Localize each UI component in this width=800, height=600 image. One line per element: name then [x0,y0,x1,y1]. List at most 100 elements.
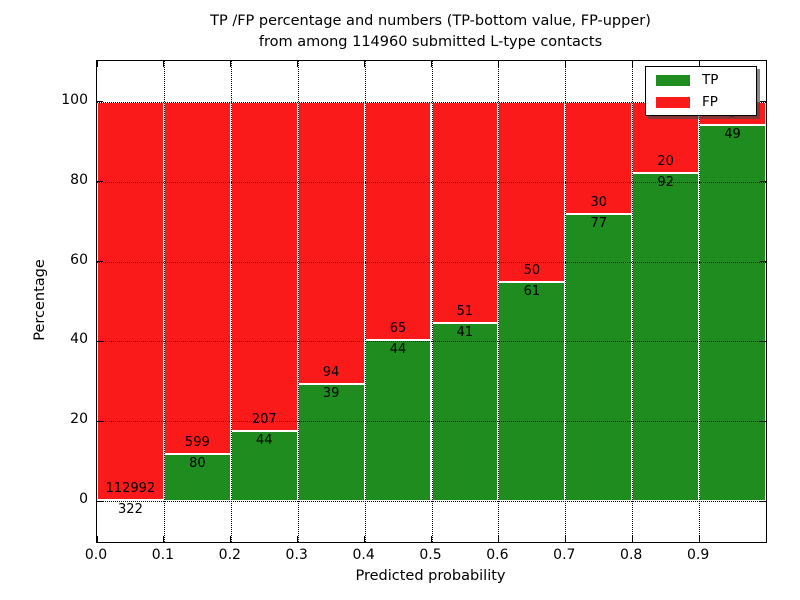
x-tick-label: 0.8 [620,547,643,563]
x-tick-mark-top [230,61,232,67]
x-tick-label: 0.7 [553,547,576,563]
bar-segment-fp [498,101,566,282]
x-tick-mark [497,536,499,542]
x-axis-label: Predicted probability [355,568,506,584]
y-tick-mark [97,101,103,103]
x-tick-mark [698,536,700,542]
y-tick-label: 0 [79,491,88,508]
bar-segment-fp [230,101,298,432]
x-tick-label: 0.1 [151,547,175,563]
x-tick-label: 0.6 [486,547,509,563]
bar-segment-tp [632,173,700,502]
bar-segment-tp [364,339,432,502]
fp-count-label: 51 [456,304,474,320]
x-tick-label: 0.0 [84,547,108,563]
x-tick-label: 0.2 [218,547,241,563]
y-axis-label: Percentage [32,259,48,341]
gridline-vertical [163,61,165,542]
x-tick-mark-top [297,61,299,67]
y-tick-mark-right [760,261,766,263]
chart-title-line1: TP /FP percentage and numbers (TP-bottom… [210,13,651,29]
legend-label-tp: TP [702,72,719,88]
gridline-vertical [565,61,567,542]
gridline-vertical [230,61,232,542]
bar-segment-fp [163,101,231,455]
x-tick-label: 0.5 [419,547,442,563]
bar-segment-tp [565,213,633,502]
fp-color-swatch-icon [656,96,690,108]
gridline-vertical [632,61,634,542]
y-tick-mark-right [760,340,766,342]
fp-count-label: 599 [184,435,210,451]
bar-segment-fp [297,101,365,385]
bar-segment-fp [97,101,164,500]
fp-count-label: 20 [657,154,674,170]
x-tick-mark [230,536,232,542]
y-tick-label: 40 [70,331,88,348]
fp-count-label: 94 [322,365,340,381]
y-tick-label: 100 [61,91,88,108]
bar-segment-tp [163,454,231,502]
x-tick-mark [96,536,98,542]
tp-count-label: 61 [523,283,541,299]
tp-color-swatch-icon [656,74,690,86]
x-tick-mark-top [631,61,633,67]
fp-count-label: 65 [389,320,407,336]
fp-count-label: 112992 [105,480,156,496]
x-tick-mark-top [163,61,165,67]
y-tick-mark-right [760,500,766,502]
y-tick-label: 80 [70,171,88,188]
tp-count-label: 92 [657,175,674,191]
tp-count-label: 322 [118,501,143,517]
legend-item-fp: FP [656,94,746,110]
gridline-vertical [699,61,701,542]
gridline-vertical [431,61,433,542]
x-tick-mark-top [96,61,98,67]
x-tick-mark [431,536,432,542]
tp-count-label: 39 [322,386,340,402]
y-tick-label: 20 [70,411,88,428]
y-tick-mark [97,261,103,263]
x-tick-mark-top [431,61,432,67]
x-tick-mark [163,536,165,542]
tp-count-label: 41 [456,325,474,341]
x-tick-mark [297,536,299,542]
x-tick-label: 0.9 [686,547,710,563]
bar-segment-tp [297,384,365,502]
bar-segment-tp [498,281,566,502]
bar-segment-tp [431,323,499,502]
y-tick-mark [97,420,103,422]
x-tick-mark [765,536,767,542]
y-tick-mark-right [760,101,766,103]
gridline-vertical [364,61,366,542]
x-tick-mark [364,536,366,542]
legend: TP FP [645,66,757,116]
y-tick-mark-right [760,420,766,422]
chart-title: TP /FP percentage and numbers (TP-bottom… [96,11,765,53]
x-tick-mark-top [698,61,700,67]
gridline-vertical [498,61,500,542]
x-tick-mark-top [497,61,499,67]
fp-count-label: 207 [251,412,277,428]
fp-count-label: 30 [590,194,608,210]
plot-area: 112992 322 599 80 207 44 94 39 65 44 51 41 50 61 30 77 2… [96,60,767,543]
chart-title-line2: from among 114960 submitted L-type conta… [258,34,603,50]
x-tick-label: 0.3 [285,547,308,563]
bar-segment-fp [431,101,499,324]
y-tick-label: 60 [70,251,88,268]
x-tick-mark [564,536,566,542]
x-tick-mark-top [364,61,366,67]
y-tick-mark [97,500,103,502]
y-tick-mark-right [760,181,766,183]
x-tick-mark [631,536,633,542]
legend-item-tp: TP [656,72,746,88]
legend-label-fp: FP [702,94,718,110]
tp-count-label: 44 [389,341,407,357]
x-tick-mark-top [564,61,566,67]
gridline-vertical [297,61,299,542]
x-tick-label: 0.4 [352,547,375,563]
tp-count-label: 77 [590,215,608,231]
bar-segment-fp [364,101,432,340]
y-tick-mark [97,181,103,183]
